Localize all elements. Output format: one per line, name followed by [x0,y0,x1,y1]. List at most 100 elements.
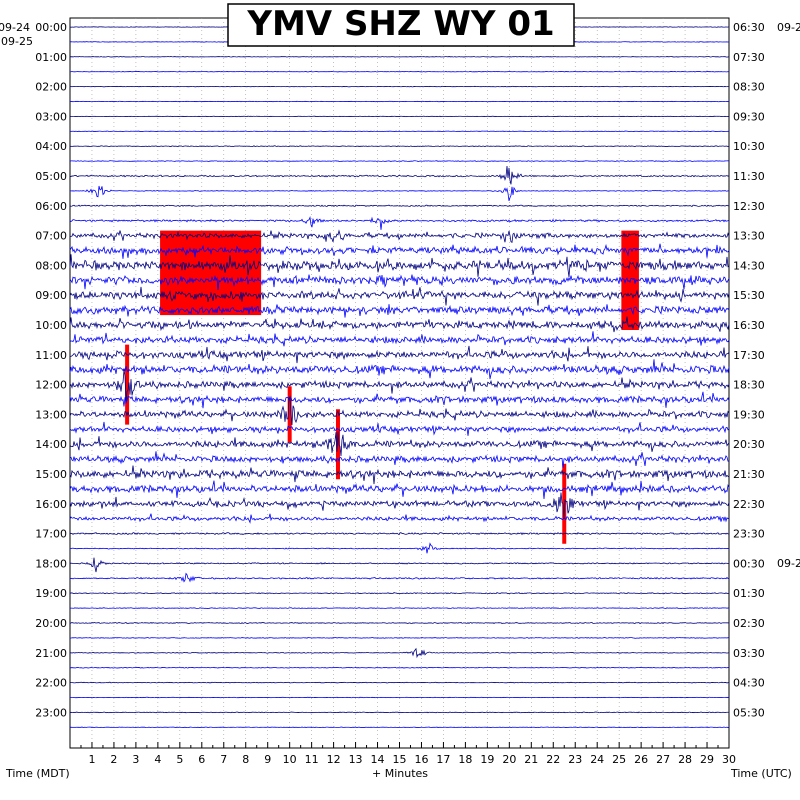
right-hour-label: 19:30 [733,408,765,421]
right-hour-label: 04:30 [733,677,765,690]
right-hour-label: 22:30 [733,498,765,511]
left-hour-label: 20:00 [35,617,67,630]
x-tick-label: 10 [283,753,297,766]
left-hour-label: 11:00 [35,349,67,362]
seismic-trace [69,681,730,684]
right-hour-label: 01:30 [733,587,765,600]
right-hour-label: 16:30 [733,319,765,332]
title-box [227,3,575,47]
right-hour-label: 23:30 [733,528,765,541]
grid [91,18,708,748]
seismic-trace [69,85,730,88]
seismic-trace [69,621,730,625]
left-axis-label: Time (MDT) [5,767,70,780]
clip-blocks [125,230,639,544]
left-hour-label: 07:00 [35,230,67,243]
seismic-trace [69,160,730,162]
x-tick-label: 3 [132,753,139,766]
x-tick-label: 12 [327,753,341,766]
seismic-trace [69,696,730,699]
x-tick-label: 29 [700,753,714,766]
seismic-trace [69,359,730,380]
right-hour-label: 03:30 [733,647,765,660]
seismic-trace [69,607,730,609]
x-tick-label: 20 [502,753,516,766]
left-hour-label: 17:00 [35,528,67,541]
left-date-top: 09-24 [0,21,30,34]
left-hour-label: 10:00 [35,319,67,332]
seismic-trace [69,286,730,306]
right-hour-label: 07:30 [733,51,765,64]
seismic-trace [69,532,730,536]
seismic-trace [69,115,730,118]
seismic-trace [69,513,730,524]
right-hour-label: 17:30 [733,349,765,362]
right-hour-label: 00:30 [733,557,765,570]
x-tick-label: 18 [458,753,472,766]
x-tick-label: 24 [590,753,604,766]
left-hour-label: 00:00 [35,21,67,34]
seismic-trace [69,431,730,457]
x-tick-label: 6 [198,753,205,766]
x-tick-label: 1 [88,753,95,766]
seismic-trace [69,395,730,425]
seismic-trace [69,557,730,573]
left-hour-label: 06:00 [35,200,67,213]
left-hour-label: 13:00 [35,408,67,421]
seismic-trace [69,647,730,659]
seismic-trace [69,316,730,333]
left-hour-label: 22:00 [35,677,67,690]
x-tick-label: 15 [393,753,407,766]
x-tick-label: 30 [722,753,736,766]
seismic-trace [69,726,730,729]
x-tick-label: 13 [349,753,363,766]
right-hour-label: 02:30 [733,617,765,630]
seismic-trace [69,130,730,132]
right-hour-label: 18:30 [733,379,765,392]
x-tick-label: 9 [264,753,271,766]
right-hour-label: 06:30 [733,21,765,34]
left-hour-label: 18:00 [35,557,67,570]
x-tick-label: 27 [656,753,670,766]
left-hour-label: 15:00 [35,468,67,481]
seismic-trace [69,421,730,436]
seismic-trace [69,711,729,714]
seismic-traces [69,26,730,729]
x-tick-label: 16 [414,753,428,766]
left-date-second: 09-25 [1,35,33,48]
left-hour-label: 19:00 [35,587,67,600]
right-hour-label: 13:30 [733,230,765,243]
left-hour-label: 23:00 [35,706,67,719]
right-hour-label: 15:30 [733,289,765,302]
seismic-trace [69,637,730,639]
left-hour-label: 04:00 [35,140,67,153]
right-hour-label: 20:30 [733,438,765,451]
seismic-trace [69,100,730,103]
left-hour-label: 16:00 [35,498,67,511]
x-tick-label: 2 [110,753,117,766]
x-tick-label: 21 [524,753,538,766]
seismic-trace [69,243,730,259]
x-tick-label: 8 [242,753,249,766]
clip-block [160,230,262,316]
seismic-trace [69,145,730,148]
right-hour-label: 09:30 [733,110,765,123]
seismic-trace [69,229,730,243]
seismic-trace [69,274,730,291]
seismic-trace [69,304,730,318]
left-hour-label: 02:00 [35,81,67,94]
x-tick-label: 4 [154,753,161,766]
right-hour-labels: 06:30 07:30 08:30 09:30 10:30 11:30 12:30 13:30… [733,21,765,719]
seismic-trace [69,465,730,485]
x-tick-label: 7 [220,753,227,766]
left-hour-label: 01:00 [35,51,67,64]
seismic-trace [69,345,730,364]
left-hour-label: 03:00 [35,110,67,123]
seismic-trace [69,70,730,73]
left-hour-label: 05:00 [35,170,67,183]
x-tick-label: 22 [546,753,560,766]
left-hour-label: 09:00 [35,289,67,302]
seismic-trace [69,185,730,202]
x-tick-label: 28 [678,753,692,766]
